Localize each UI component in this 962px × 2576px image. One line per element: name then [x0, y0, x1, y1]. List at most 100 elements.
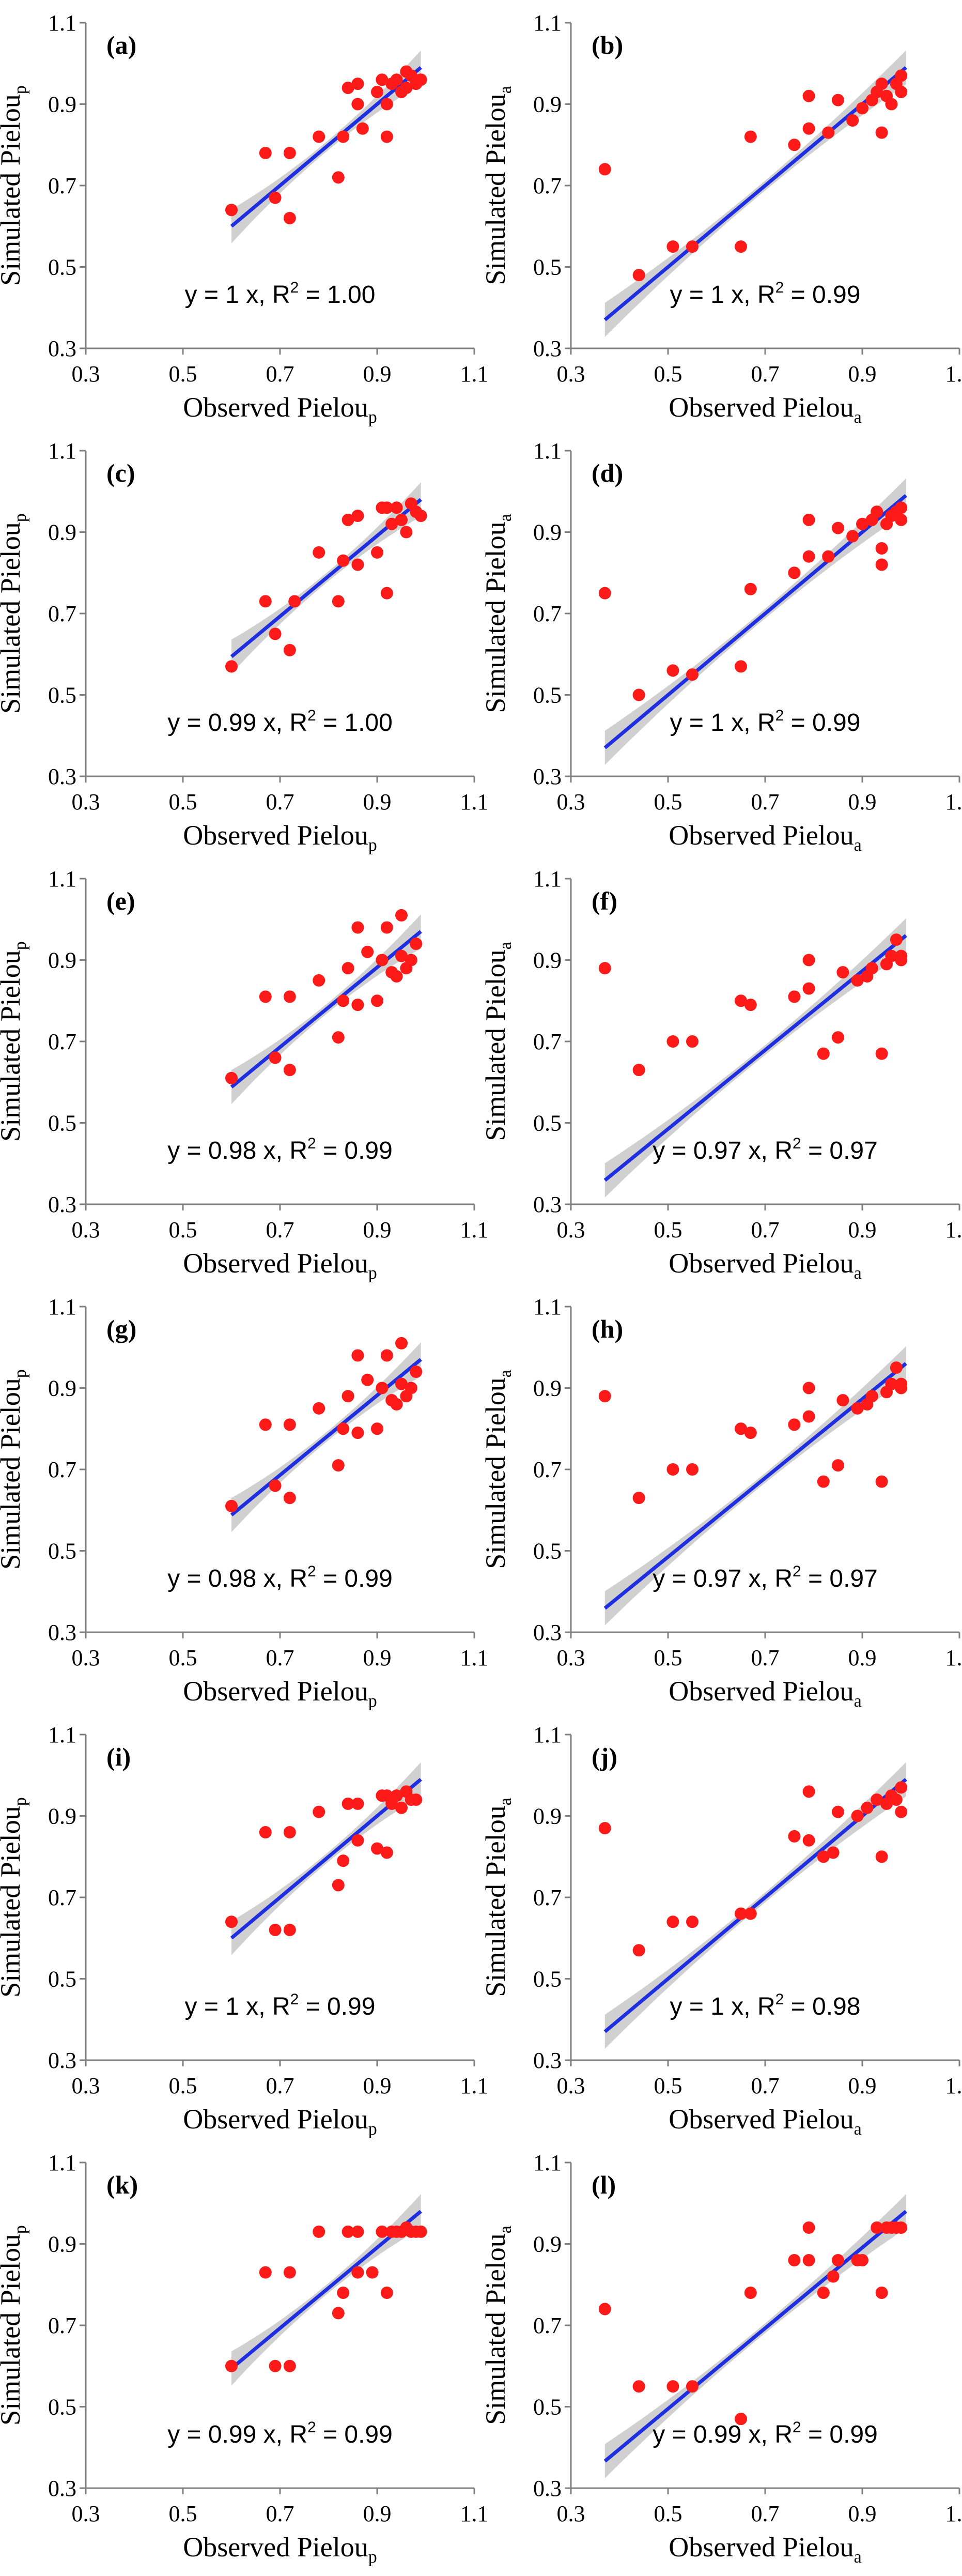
data-point	[851, 974, 864, 987]
data-point	[395, 513, 408, 526]
data-point	[385, 517, 398, 530]
y-axis-title: Simulated Pieloup	[0, 1369, 30, 1570]
data-point	[259, 2266, 272, 2279]
equation-r-squared-exponent: 2	[307, 1563, 316, 1580]
equation-r-squared-exponent: 2	[290, 279, 299, 296]
x-axis-title-text: Observed Pielou	[669, 2104, 854, 2135]
y-axis-title-subscript: p	[11, 513, 30, 522]
panel-label: (k)	[106, 2170, 138, 2199]
x-tick-label: 0.7	[266, 1645, 294, 1670]
data-point	[332, 1879, 345, 1892]
y-tick-label: 0.9	[533, 2232, 562, 2257]
x-axis-title-subscript: a	[854, 836, 862, 855]
y-tick-label: 1.1	[48, 438, 76, 464]
chart-panel: 0.3 0.5 0.7 0.9 1.1 0.3 0.5 0.7 0.9 1.1 Observed P…	[480, 866, 962, 1283]
data-point	[885, 1377, 898, 1390]
x-tick-label: 0.9	[363, 1217, 392, 1243]
equation-r-squared-exponent: 2	[775, 707, 784, 724]
data-point	[735, 1422, 747, 1435]
equation-main: y = 0.99 x, R	[167, 709, 307, 737]
y-tick-label: 0.5	[533, 255, 562, 280]
data-point	[283, 990, 296, 1003]
data-point	[283, 643, 296, 656]
data-point	[351, 2266, 364, 2279]
data-point	[269, 2359, 282, 2372]
x-tick-label: 1.1	[460, 1217, 489, 1243]
x-axis-title-subscript: p	[368, 836, 377, 855]
x-axis-title: Observed Pieloup	[183, 392, 377, 427]
data-point	[895, 1805, 908, 1818]
y-axis-title-subscript: a	[496, 2226, 515, 2233]
x-axis-title: Observed Pieloup	[183, 2104, 377, 2139]
y-tick-label: 0.3	[533, 1620, 562, 1645]
panel-label: (g)	[106, 1314, 136, 1343]
data-point	[395, 1801, 408, 1814]
data-point	[788, 139, 801, 151]
equation-value: = 0.99	[316, 1137, 393, 1164]
data-point	[666, 1463, 679, 1476]
y-tick-label: 1.1	[533, 2150, 562, 2175]
data-point	[666, 240, 679, 253]
y-tick-label: 0.9	[48, 92, 76, 117]
x-axis-title-text: Observed Pielou	[669, 1248, 854, 1279]
equation-value: = 0.98	[784, 1993, 860, 2020]
data-point	[788, 1418, 801, 1431]
y-axis-title-subscript: p	[11, 1797, 30, 1806]
y-axis-title: Simulated Pieloua	[480, 1798, 515, 1997]
x-tick-label: 0.5	[654, 1645, 682, 1670]
data-point	[802, 2221, 815, 2234]
equation-main: y = 1 x, R	[670, 709, 775, 737]
y-tick-label: 0.5	[48, 255, 76, 280]
data-point	[598, 1390, 611, 1403]
data-point	[410, 938, 423, 950]
data-point	[313, 2225, 325, 2238]
data-point	[269, 1479, 282, 1492]
y-tick-label: 0.3	[533, 336, 562, 361]
data-point	[890, 1793, 903, 1806]
data-point	[337, 2287, 350, 2299]
data-point	[817, 1850, 830, 1863]
y-tick-label: 0.7	[533, 1885, 562, 1910]
y-axis-title-text: Simulated Pielou	[0, 522, 26, 714]
data-point	[332, 1031, 345, 1044]
x-tick-label: 0.9	[848, 789, 877, 815]
y-tick-label: 0.3	[48, 1620, 76, 1645]
y-tick-label: 0.5	[533, 1967, 562, 1992]
data-point	[395, 909, 408, 922]
data-point	[686, 1915, 699, 1928]
data-point	[598, 1822, 611, 1835]
data-point	[895, 513, 908, 526]
equation-main: y = 1 x, R	[185, 281, 290, 309]
x-axis-title-text: Observed Pielou	[669, 392, 854, 423]
data-point	[871, 505, 883, 518]
y-axis-title: Simulated Pieloua	[480, 2226, 515, 2425]
y-tick-label: 0.9	[48, 1804, 76, 1829]
data-point	[225, 204, 238, 217]
data-point	[851, 1402, 864, 1415]
data-point	[598, 2303, 611, 2316]
chart-panel: 0.3 0.5 0.7 0.9 1.1 0.3 0.5 0.7 0.9 1.1 Observed P…	[0, 10, 489, 427]
y-tick-label: 0.7	[48, 1029, 76, 1054]
data-point	[400, 82, 413, 94]
panel-label: (a)	[106, 30, 136, 59]
regression-equation: y = 0.97 x, R2 = 0.97	[653, 1563, 878, 1592]
y-tick-label: 0.5	[48, 2395, 76, 2420]
data-point	[342, 1797, 354, 1810]
data-point	[313, 1402, 325, 1415]
x-tick-label: 0.5	[169, 789, 197, 815]
equation-main: y = 1 x, R	[185, 1993, 290, 2020]
data-point	[414, 73, 427, 86]
x-axis-title-subscript: p	[368, 408, 377, 427]
data-point	[885, 949, 898, 962]
y-tick-label: 0.5	[533, 683, 562, 708]
data-point	[283, 1826, 296, 1838]
data-point	[875, 558, 888, 571]
y-tick-label: 0.5	[48, 1967, 76, 1992]
data-point	[632, 1064, 645, 1077]
x-axis-title: Observed Pieloua	[669, 820, 862, 855]
data-point	[283, 1418, 296, 1431]
x-tick-label: 1.1	[460, 789, 489, 815]
y-tick-label: 0.3	[48, 2476, 76, 2501]
data-point	[351, 98, 364, 111]
